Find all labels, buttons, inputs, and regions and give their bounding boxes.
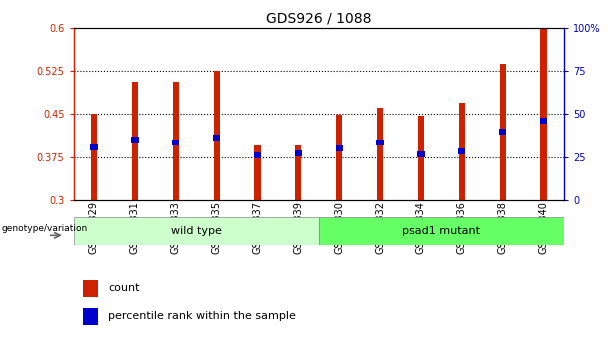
Bar xyxy=(83,308,98,325)
Bar xyxy=(173,82,179,200)
Bar xyxy=(335,146,343,151)
Bar xyxy=(541,28,547,200)
FancyBboxPatch shape xyxy=(74,217,319,245)
Text: count: count xyxy=(108,283,139,293)
Bar xyxy=(132,82,138,200)
Bar xyxy=(417,151,425,157)
Bar xyxy=(376,140,384,146)
Bar xyxy=(295,146,302,200)
Text: genotype/variation: genotype/variation xyxy=(1,224,88,233)
Bar xyxy=(500,64,506,200)
Text: psad1 mutant: psad1 mutant xyxy=(402,226,481,236)
Bar xyxy=(213,135,220,141)
Bar xyxy=(458,148,465,154)
Bar xyxy=(90,144,97,150)
Bar xyxy=(295,150,302,156)
Bar xyxy=(254,152,261,158)
Bar xyxy=(254,146,261,200)
Bar xyxy=(336,115,342,200)
Bar xyxy=(213,71,219,200)
Title: GDS926 / 1088: GDS926 / 1088 xyxy=(266,11,371,25)
Text: wild type: wild type xyxy=(171,226,221,236)
Bar xyxy=(91,114,97,200)
Bar xyxy=(418,116,424,200)
Bar xyxy=(131,137,139,142)
Bar xyxy=(377,108,383,200)
Bar xyxy=(459,104,465,200)
Bar xyxy=(172,140,180,146)
Bar xyxy=(499,129,506,135)
Bar xyxy=(540,118,547,124)
Bar xyxy=(83,280,98,297)
Text: percentile rank within the sample: percentile rank within the sample xyxy=(108,311,295,321)
FancyBboxPatch shape xyxy=(319,217,564,245)
